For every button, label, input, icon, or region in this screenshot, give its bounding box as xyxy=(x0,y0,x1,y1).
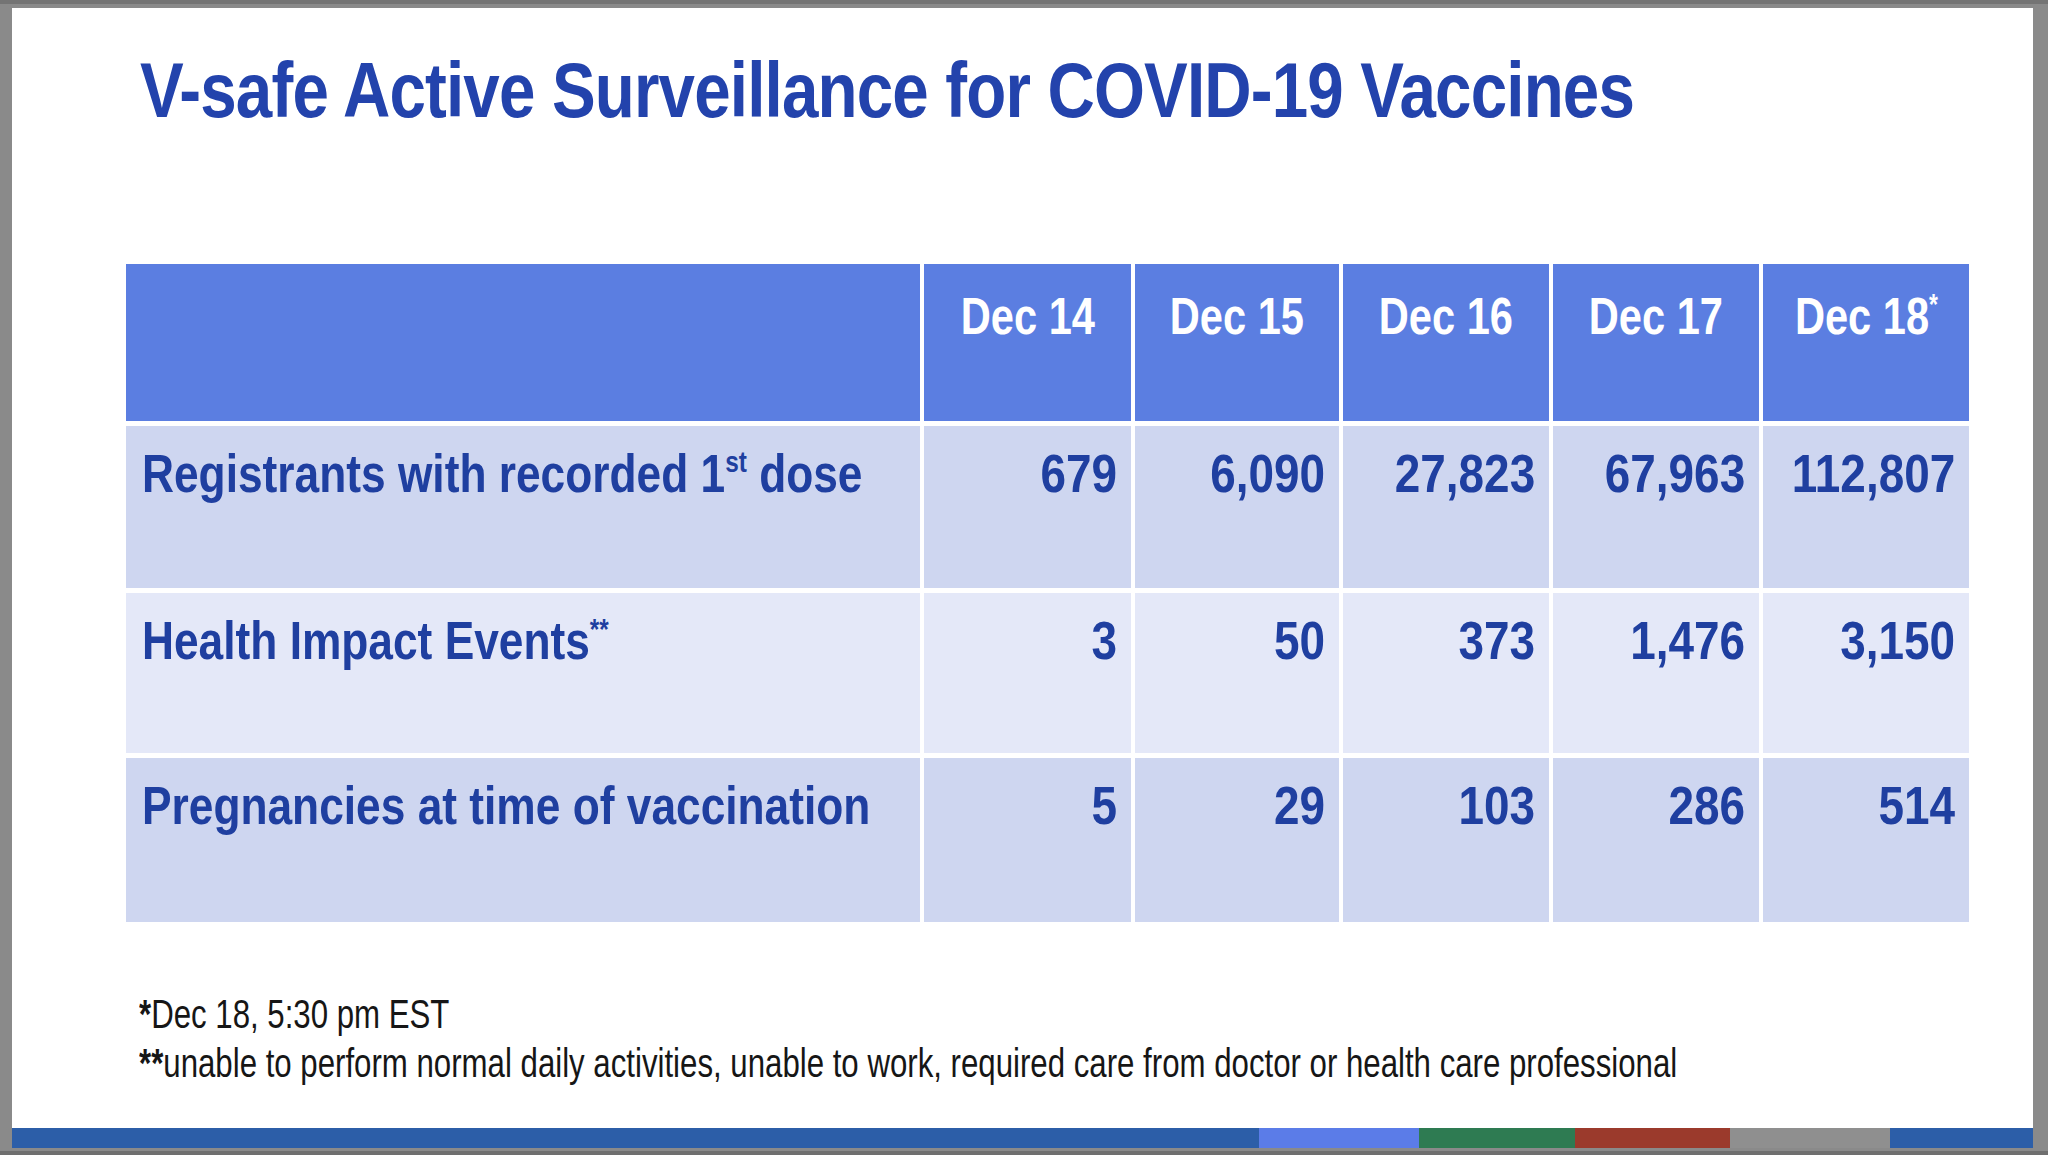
col-header-dec-16: Dec 16 xyxy=(1343,264,1549,421)
page-title-text: V-safe Active Surveillance for COVID-19 … xyxy=(140,50,1634,132)
cell-value: 6,090 xyxy=(1210,446,1325,500)
bar-lightblue xyxy=(1259,1128,1419,1148)
cell-value: 373 xyxy=(1458,613,1535,667)
row-label-sup: st xyxy=(725,445,747,478)
cell-value: 29 xyxy=(1274,778,1325,832)
footnote-marker: * xyxy=(139,992,151,1036)
bar-gray xyxy=(1730,1128,1890,1148)
row-label-sup: ** xyxy=(590,612,609,645)
row-label-post: dose xyxy=(747,443,863,503)
cell-pregnancies-dec14: 5 xyxy=(924,758,1131,922)
surveillance-table: Dec 14 Dec 15 Dec 16 Dec 17 Dec 18* Regi… xyxy=(126,264,1969,922)
row-label-health-impact: Health Impact Events** xyxy=(126,593,920,753)
bar-green xyxy=(1419,1128,1575,1148)
cell-registrants-dec15: 6,090 xyxy=(1135,426,1339,588)
col-header-label: Dec 17 xyxy=(1589,287,1723,345)
cell-value: 514 xyxy=(1878,778,1955,832)
bar-end-blue xyxy=(1890,1128,2033,1148)
cell-value: 1,476 xyxy=(1630,613,1745,667)
footnote-text: unable to perform normal daily activitie… xyxy=(163,1041,1677,1085)
row-label-text: Registrants with recorded 1st dose xyxy=(142,446,862,500)
col-header-label: Dec 14 xyxy=(960,287,1094,345)
page-title: V-safe Active Surveillance for COVID-19 … xyxy=(140,50,1919,132)
footnote-double-asterisk: **unable to perform normal daily activit… xyxy=(139,1039,2048,1088)
window-frame-top-edge xyxy=(0,0,2048,4)
col-header-label: Dec 15 xyxy=(1170,287,1304,345)
footnote-asterisk: *Dec 18, 5:30 pm EST xyxy=(139,990,2048,1039)
col-header-dec-15: Dec 15 xyxy=(1135,264,1339,421)
cell-value: 112,807 xyxy=(1792,446,1955,500)
col-header-text: Dec 15 xyxy=(1170,290,1304,342)
cell-value: 679 xyxy=(1040,446,1117,500)
cell-value: 103 xyxy=(1458,778,1535,832)
cell-health-dec17: 1,476 xyxy=(1553,593,1759,753)
col-header-label: Dec 16 xyxy=(1379,287,1513,345)
col-header-text: Dec 16 xyxy=(1379,290,1513,342)
footnote-text-wrap: *Dec 18, 5:30 pm EST xyxy=(139,990,449,1039)
row-label-pre: Registrants with recorded 1 xyxy=(142,443,725,503)
cell-pregnancies-dec15: 29 xyxy=(1135,758,1339,922)
row-label-pre: Health Impact Events xyxy=(142,610,590,670)
footnotes: *Dec 18, 5:30 pm EST **unable to perform… xyxy=(139,990,2048,1088)
cell-registrants-dec14: 679 xyxy=(924,426,1131,588)
cell-registrants-dec18: 112,807 xyxy=(1763,426,1969,588)
bar-main-blue xyxy=(12,1128,1259,1148)
cell-pregnancies-dec16: 103 xyxy=(1343,758,1549,922)
cell-pregnancies-dec17: 286 xyxy=(1553,758,1759,922)
cell-value: 50 xyxy=(1274,613,1325,667)
row-label-pre: Pregnancies at time of vaccination xyxy=(142,775,870,835)
cell-registrants-dec17: 67,963 xyxy=(1553,426,1759,588)
cell-registrants-dec16: 27,823 xyxy=(1343,426,1549,588)
col-header-text: Dec 14 xyxy=(960,290,1094,342)
col-header-dec-17: Dec 17 xyxy=(1553,264,1759,421)
cell-value: 286 xyxy=(1668,778,1745,832)
row-label-text: Health Impact Events** xyxy=(142,613,609,667)
cell-value: 27,823 xyxy=(1395,446,1535,500)
col-header-text: Dec 18* xyxy=(1794,290,1937,342)
cell-health-dec15: 50 xyxy=(1135,593,1339,753)
cell-health-dec18: 3,150 xyxy=(1763,593,1969,753)
table-corner-cell xyxy=(126,264,920,421)
footnote-text: Dec 18, 5:30 pm EST xyxy=(151,992,449,1036)
row-label-text: Pregnancies at time of vaccination xyxy=(142,778,870,832)
col-header-dec-14: Dec 14 xyxy=(924,264,1131,421)
slide: V-safe Active Surveillance for COVID-19 … xyxy=(12,8,2033,1148)
bottom-accent-bar xyxy=(12,1128,2033,1148)
footnote-text-wrap: **unable to perform normal daily activit… xyxy=(139,1039,1677,1088)
footnote-marker: ** xyxy=(139,1041,163,1085)
cell-health-dec16: 373 xyxy=(1343,593,1549,753)
cell-value: 67,963 xyxy=(1605,446,1745,500)
window-frame-bottom-edge xyxy=(0,1151,2048,1155)
col-header-label: Dec 18 xyxy=(1794,287,1928,345)
col-header-dec-18: Dec 18* xyxy=(1763,264,1969,421)
cell-pregnancies-dec18: 514 xyxy=(1763,758,1969,922)
cell-health-dec14: 3 xyxy=(924,593,1131,753)
cell-value: 3,150 xyxy=(1840,613,1955,667)
cell-value: 5 xyxy=(1091,778,1117,832)
row-label-pregnancies: Pregnancies at time of vaccination xyxy=(126,758,920,922)
col-header-text: Dec 17 xyxy=(1589,290,1723,342)
cell-value: 3 xyxy=(1091,613,1117,667)
row-label-registrants: Registrants with recorded 1st dose xyxy=(126,426,920,588)
col-header-footnote-mark: * xyxy=(1929,288,1938,320)
bar-red xyxy=(1575,1128,1730,1148)
